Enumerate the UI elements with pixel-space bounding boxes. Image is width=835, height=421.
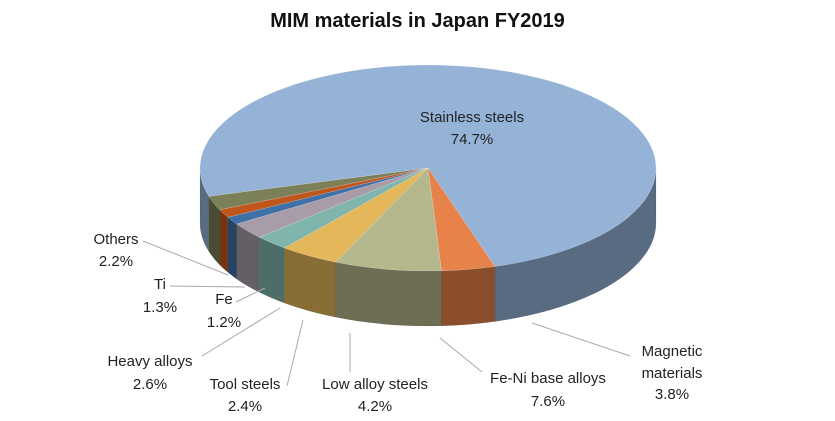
pie-slice (208, 167, 429, 211)
pie-side (199, 167, 210, 253)
slice-value-label: 2.6% (132, 376, 168, 393)
slice-value-label: 7.6% (530, 393, 566, 410)
pie-slice (236, 167, 429, 238)
pie-slice (283, 167, 429, 263)
pie-side (441, 266, 496, 327)
slice-label: Others (93, 231, 139, 248)
slice-label: Stainless steels (419, 109, 525, 126)
pie-slice (427, 167, 496, 272)
leader-line (235, 287, 266, 303)
slice-value-label: 3.8% (654, 386, 690, 403)
pie-side (335, 261, 442, 327)
pie-slice (199, 64, 657, 267)
leader-line (531, 322, 631, 357)
leader-line (286, 319, 304, 387)
leader-line (142, 240, 229, 276)
slice-label: Low alloy steels (322, 376, 428, 393)
slice-label: Magnetic materials (641, 343, 703, 382)
pie-slice (227, 167, 429, 225)
slice-value-label: 2.2% (98, 253, 134, 270)
slice-label: Ti (154, 276, 166, 293)
leader-line (169, 285, 246, 288)
pie-slice (334, 167, 442, 272)
leader-line (439, 337, 483, 373)
slice-value-label: 1.2% (206, 314, 242, 331)
slice-label: Fe-Ni base alloys (490, 370, 606, 387)
slice-label: Heavy alloys (107, 353, 193, 370)
leader-line (201, 307, 281, 357)
pie-side (219, 209, 229, 273)
chart-title: MIM materials in Japan FY2019 (270, 10, 565, 32)
slice-label: Fe (215, 291, 233, 308)
slice-value-label: 1.3% (142, 299, 178, 316)
slice-label: Tool steels (209, 376, 281, 393)
slice-value-label: 4.2% (357, 398, 393, 415)
pie-slice (219, 167, 429, 218)
slice-value-label: 74.7% (450, 131, 494, 148)
pie-side (259, 236, 285, 304)
pie-side (227, 216, 237, 280)
pie-slice (258, 167, 429, 249)
slice-value-label: 2.4% (227, 398, 263, 415)
